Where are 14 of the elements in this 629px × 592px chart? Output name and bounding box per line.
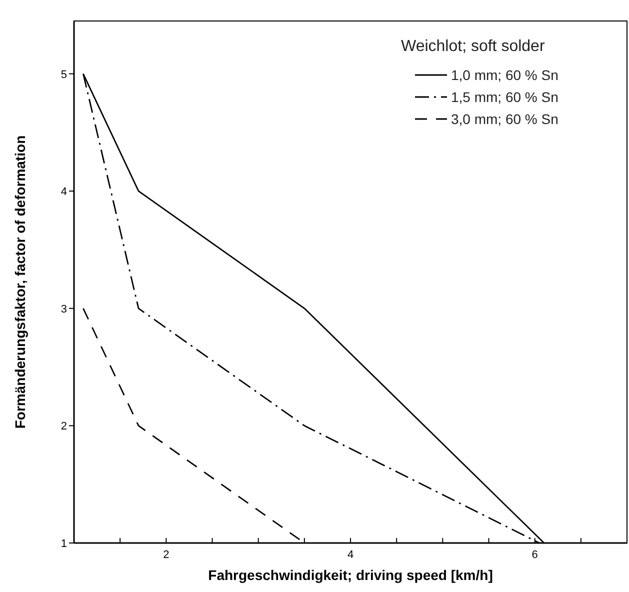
legend-title: Weichlot; soft solder [401,38,546,55]
legend-label: 3,0 mm; 60 % Sn [451,111,558,127]
y-tick-label: 3 [60,303,67,316]
y-tick-label: 1 [60,538,67,550]
legend-label: 1,5 mm; 60 % Sn [451,89,558,105]
legend-label: 1,0 mm; 60 % Sn [451,67,558,83]
x-tick-label: 2 [163,549,170,561]
x-axis-title: Fahrgeschwindigkeit; driving speed [km/h] [208,567,493,583]
y-tick-label: 5 [60,68,67,81]
y-tick-label: 2 [60,420,67,433]
y-axis-title: Formänderungsfaktor, factor of deformation [12,135,28,429]
x-tick-label: 4 [347,549,354,561]
y-tick-label: 4 [60,186,67,198]
x-tick-label: 6 [532,549,538,561]
